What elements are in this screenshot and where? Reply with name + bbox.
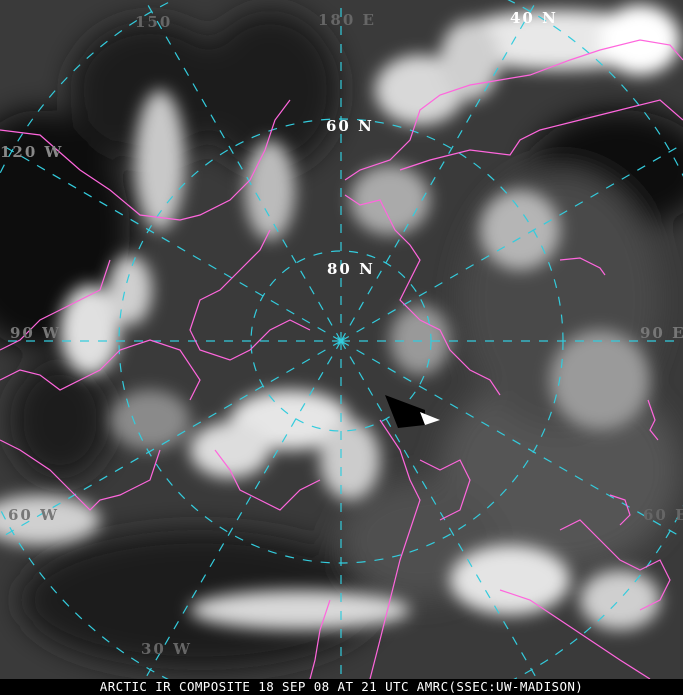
missing-data-wedge-light xyxy=(420,412,440,425)
label-lon-60e: 60 E xyxy=(643,506,683,524)
meridian-150e xyxy=(340,0,538,342)
label-lat-60n: 60 N xyxy=(326,117,374,135)
meridian-30e xyxy=(340,340,538,679)
graticule xyxy=(0,0,683,679)
meridian-120e xyxy=(340,143,683,342)
label-lon-90e: 90 E xyxy=(640,324,683,342)
cloud-bands xyxy=(0,5,680,630)
label-lon-120w: 120 W xyxy=(0,143,63,161)
meridian-150w xyxy=(144,0,342,342)
meridian-120w xyxy=(0,143,342,342)
meridian-60e xyxy=(340,340,683,539)
label-lon-30w: 30 W xyxy=(141,640,192,658)
missing-data-wedge xyxy=(385,395,425,428)
image-caption: ARCTIC IR COMPOSITE 18 SEP 08 AT 21 UTC … xyxy=(0,679,683,695)
ir-composite-image: ✳ 150 180 E 40 N 60 N 80 N xyxy=(0,0,683,679)
label-lon-180e: 180 E xyxy=(318,11,376,29)
coastlines xyxy=(0,39,683,679)
meridian-30w xyxy=(144,340,342,679)
label-lon-60w: 60 W xyxy=(8,506,59,524)
label-lon-90w: 90 W xyxy=(10,324,61,342)
label-lat-40n: 40 N xyxy=(510,9,558,27)
label-lon-150: 150 xyxy=(135,13,172,31)
label-lat-80n: 80 N xyxy=(327,260,375,278)
north-pole-marker: ✳ xyxy=(335,335,347,350)
meridian-60w xyxy=(0,340,342,539)
